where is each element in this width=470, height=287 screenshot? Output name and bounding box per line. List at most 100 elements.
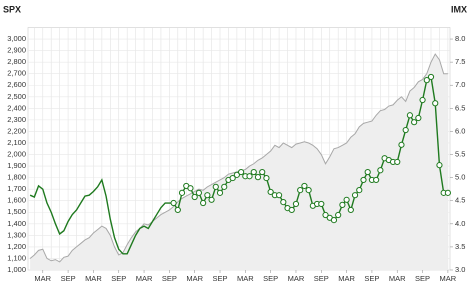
marker (436, 162, 443, 169)
marker (432, 100, 439, 107)
y-tick-label: 1,100 (7, 253, 26, 262)
marker (250, 168, 257, 176)
marker (419, 96, 426, 104)
y2-tick-label: 7.0 (455, 80, 465, 89)
marker (343, 196, 350, 203)
y2-axis-title: IMX (451, 4, 467, 14)
marker (200, 199, 207, 207)
marker (347, 206, 354, 214)
marker (254, 174, 262, 181)
y-tick-label: 2,600 (7, 80, 26, 89)
marker (191, 193, 198, 201)
marker (305, 186, 312, 194)
marker (292, 200, 300, 208)
marker (178, 189, 186, 196)
marker (335, 211, 342, 219)
y-axis-title: SPX (3, 4, 21, 14)
marker (356, 186, 363, 194)
x-tick-label: MAR (389, 274, 406, 283)
marker (402, 126, 409, 134)
x-tick-label: MAR (34, 274, 51, 283)
marker (221, 183, 228, 190)
marker (238, 168, 245, 176)
y-tick-label: 2,400 (7, 103, 26, 112)
x-tick-label: MAR (85, 274, 102, 283)
marker (246, 173, 253, 180)
x-tick-label: MAR (288, 274, 305, 283)
x-tick-label: SEP (162, 274, 177, 283)
marker (259, 168, 266, 176)
y-tick-label: 2,900 (7, 46, 26, 55)
marker (263, 174, 270, 182)
y-tick-label: 2,100 (7, 138, 26, 147)
marker (427, 73, 435, 81)
marker (373, 176, 380, 184)
marker (212, 183, 219, 190)
y-tick-label: 1,200 (7, 242, 26, 251)
y2-tick-label: 5.5 (455, 150, 465, 159)
marker (216, 189, 224, 196)
marker (280, 199, 287, 206)
y2-tick-label: 4.5 (455, 196, 465, 205)
marker (208, 196, 215, 203)
x-tick-label: MAR (186, 274, 203, 283)
marker (423, 77, 430, 84)
y2-tick-label: 5.0 (455, 173, 465, 182)
marker (330, 217, 338, 224)
area (30, 54, 448, 270)
x-tick-label: SEP (364, 274, 379, 283)
y2-tick-label: 3.5 (455, 242, 465, 251)
y2-tick-label: 6.5 (455, 103, 465, 112)
x-tick-label: MAR (136, 274, 153, 283)
y2-tick-label: 3.0 (455, 265, 465, 274)
marker (288, 206, 295, 214)
y-tick-label: 1,500 (7, 207, 26, 216)
x-tick-label: SEP (61, 274, 76, 283)
y2-tick-label: 4.0 (455, 219, 465, 228)
marker (351, 192, 359, 199)
marker (322, 211, 329, 219)
y-tick-label: 2,000 (7, 150, 26, 159)
x-tick-label: MAR (237, 274, 254, 283)
marker (229, 174, 236, 182)
y-tick-label: 1,800 (7, 173, 26, 182)
y-tick-label: 2,800 (7, 57, 26, 66)
y-tick-label: 1,900 (7, 161, 26, 170)
x-tick-label: MAR (338, 274, 355, 283)
marker (411, 119, 418, 126)
marker (406, 112, 414, 119)
marker (174, 206, 181, 214)
y-tick-label: 1,600 (7, 196, 26, 205)
y2-tick-label: 7.5 (455, 57, 465, 66)
marker (170, 199, 177, 207)
y2-tick-label: 8.0 (455, 34, 465, 43)
y-tick-label: 2,300 (7, 115, 26, 124)
x-tick-label: SEP (314, 274, 329, 283)
marker (339, 201, 346, 208)
marker (267, 188, 274, 196)
marker (415, 114, 422, 122)
marker (233, 171, 240, 178)
marker (444, 189, 451, 196)
y-tick-label: 1,700 (7, 184, 26, 193)
marker (364, 168, 371, 176)
y-tick-label: 1,000 (7, 265, 26, 274)
marker (394, 158, 401, 166)
marker (275, 192, 283, 199)
y-tick-label: 2,700 (7, 69, 26, 78)
y2-tick-label: 6.0 (455, 126, 465, 135)
x-tick-label: SEP (415, 274, 430, 283)
marker (297, 186, 304, 194)
marker (204, 192, 211, 199)
marker (301, 182, 308, 190)
x-tick-label: SEP (213, 274, 228, 283)
marker (187, 185, 194, 192)
y-tick-label: 2,500 (7, 92, 26, 101)
x-tick-label: SEP (263, 274, 278, 283)
marker (377, 167, 384, 174)
marker (360, 176, 367, 184)
y-tick-label: 2,200 (7, 126, 26, 135)
marker (195, 189, 203, 196)
x-tick-label: SEP (111, 274, 126, 283)
